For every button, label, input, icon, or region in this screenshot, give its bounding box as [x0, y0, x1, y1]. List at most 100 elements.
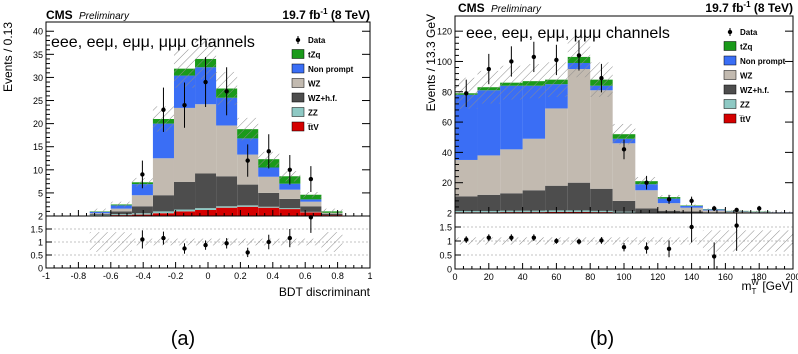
legend-swatch-nonprompt — [723, 55, 737, 66]
bar-wzhf — [321, 213, 343, 216]
panel-b-channels-label: eee, eeμ, eμμ, μμμ channels — [466, 25, 670, 42]
legend-data-marker — [727, 29, 733, 35]
bar-wzhf — [131, 206, 153, 214]
bar-wzhf — [279, 198, 301, 209]
legend-swatch-ttv — [291, 121, 305, 132]
x-tick-label: 60 — [551, 272, 561, 282]
panel-a-lumi-label: 19.7 fb-1 (8 TeV) — [282, 7, 370, 22]
legend: Data tZq Non prompt WZ WZ+h.f. ZZ t̅tV — [291, 36, 354, 132]
bar-ttv — [216, 207, 238, 216]
x-tick-label: 0.8 — [331, 271, 344, 281]
ratio-uncertainty-band — [770, 230, 793, 252]
data-point — [599, 75, 604, 81]
y-tick-label: 35 — [33, 50, 43, 60]
bar-wzhf — [635, 208, 658, 213]
bar-wz — [657, 203, 681, 211]
ratio-point — [203, 242, 208, 248]
ratio-y-tick-label: 2 — [38, 212, 43, 222]
bar-nonprompt — [258, 167, 280, 177]
uncertainty-band — [612, 123, 636, 145]
legend-swatch-zz — [291, 107, 305, 117]
data-point — [161, 107, 166, 112]
x-tick-label: -0.6 — [103, 271, 119, 281]
bar-nonprompt — [455, 94, 478, 160]
bar-nonprompt — [279, 183, 301, 190]
x-tick-label: 0.2 — [234, 271, 247, 281]
legend-swatch-tzq — [723, 41, 737, 51]
ratio-point — [554, 238, 559, 244]
y-tick-label: 5 — [38, 188, 43, 198]
legend-label-tzq: tZq — [308, 51, 321, 60]
bar-wzhf — [477, 194, 501, 212]
legend-swatch-zz — [723, 99, 737, 109]
data-point — [509, 59, 514, 64]
y-tick-label: 120 — [437, 27, 452, 37]
panel-b-main-ylabel: Events / 13.3 GeV — [424, 14, 438, 111]
legend-data-marker — [295, 37, 301, 43]
ratio-point — [734, 223, 739, 228]
ratio-point — [711, 254, 717, 259]
legend-swatch-wzhf — [291, 92, 305, 103]
legend-label-ttv: t̅tV — [738, 115, 751, 124]
bar-zz — [152, 211, 174, 214]
bar-ttv — [131, 214, 153, 216]
bar-wz — [195, 104, 217, 174]
bar-zz — [500, 210, 523, 213]
bar-zz — [279, 208, 301, 210]
ratio-point — [621, 244, 627, 250]
data-point — [711, 206, 717, 211]
ratio-point — [576, 239, 582, 244]
panel-a-caption: (a) — [171, 328, 195, 350]
x-tick-label: 40 — [518, 272, 528, 282]
legend-label-zz: ZZ — [740, 101, 750, 110]
data-point — [203, 79, 208, 85]
x-tick-label: 80 — [585, 272, 595, 282]
bar-ttv — [173, 211, 196, 216]
bar-wz — [635, 190, 658, 209]
ratio-point — [689, 224, 694, 230]
bar-wz — [477, 155, 501, 195]
bar-zz — [216, 206, 238, 208]
data-point — [554, 57, 559, 63]
bar-nonprompt — [300, 199, 322, 202]
bar-wz — [590, 90, 613, 189]
data-point — [644, 180, 649, 185]
uncertainty-band — [89, 208, 111, 215]
ratio-point — [245, 250, 250, 255]
ratio-point — [644, 245, 649, 251]
ratio-y-tick-label: 1 — [447, 237, 452, 247]
bar-nonprompt — [500, 85, 523, 150]
bar-ttv — [195, 209, 217, 216]
x-tick-label: -0.2 — [168, 271, 184, 281]
panel-a-channels-label: eee, eeμ, eμμ, μμμ channels — [51, 34, 255, 51]
y-tick-label: 20 — [442, 178, 452, 188]
bar-zz — [590, 210, 613, 213]
bar-wzhf — [237, 184, 259, 206]
legend-label-nonprompt: Non prompt — [308, 65, 354, 74]
x-tick-label: 20 — [484, 272, 494, 282]
ratio-uncertainty-band — [635, 237, 658, 245]
ratio-y-tick-label: 1.5 — [439, 223, 452, 233]
data-point — [182, 102, 187, 108]
ratio-uncertainty-band — [110, 232, 132, 252]
ratio-point — [666, 246, 672, 252]
ratio-point — [224, 241, 229, 246]
legend-label-zz: ZZ — [308, 109, 318, 118]
bar-zz — [522, 210, 546, 213]
ratio-y-tick-label: 2 — [447, 209, 452, 219]
uncertainty-band — [300, 191, 322, 198]
ratio-uncertainty-band — [237, 238, 259, 246]
bar-wzhf — [567, 182, 591, 211]
bar-wzhf — [455, 196, 478, 212]
x-tick-label: 140 — [684, 272, 699, 282]
data-point — [666, 197, 672, 202]
legend-data-label: Data — [308, 36, 326, 45]
y-tick-label: 60 — [442, 118, 452, 128]
bar-ttv — [237, 206, 259, 216]
legend-swatch-wzhf — [723, 84, 737, 95]
bar-zz — [455, 211, 478, 213]
ratio-point — [287, 235, 293, 241]
ratio-y-tick-label: 0 — [38, 264, 43, 274]
